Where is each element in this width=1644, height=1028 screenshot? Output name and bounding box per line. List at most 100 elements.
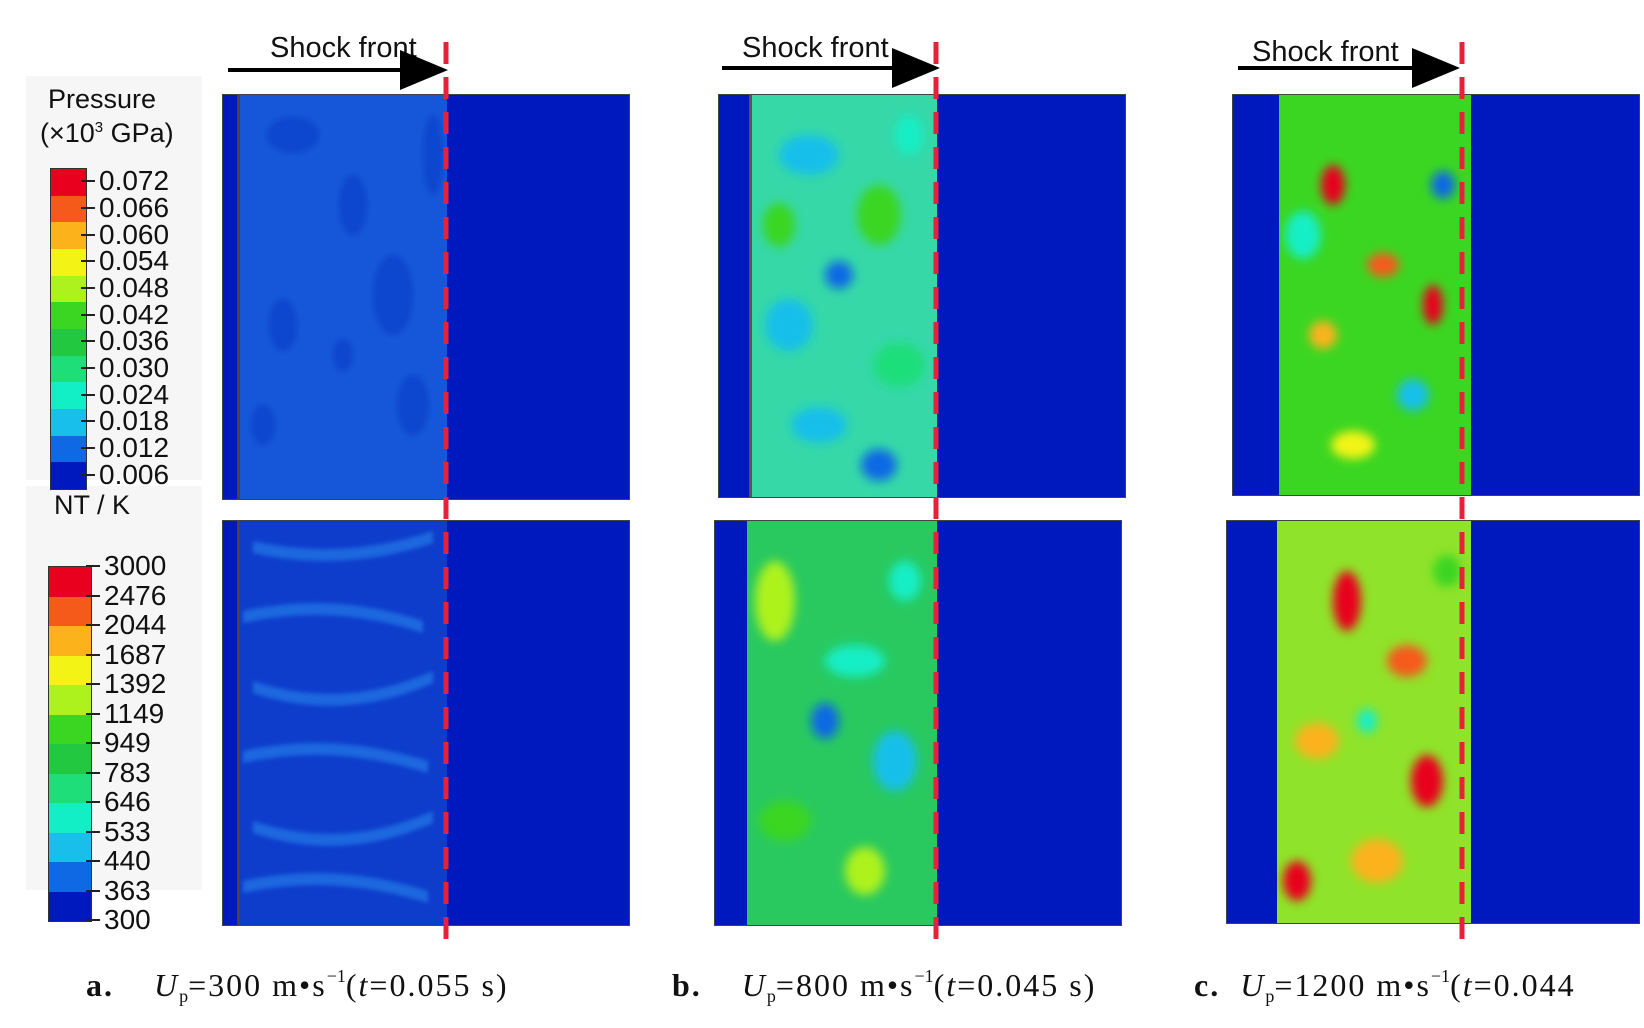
temperature-field-b	[714, 520, 1122, 926]
temperature-tick	[86, 742, 100, 744]
pressure-tick-label: 0.012	[99, 432, 170, 463]
pressure-field-a-graphic	[223, 95, 629, 499]
temperature-legend-title: NT / K	[54, 490, 131, 520]
pressure-tick	[81, 287, 95, 289]
caption-c-up-symbol: U	[1240, 967, 1266, 1003]
caption-a-t-symbol: t	[358, 967, 370, 1003]
pressure-field-b-graphic	[719, 95, 1125, 497]
temperature-tick-label: 783	[104, 756, 151, 788]
temperature-tick-label: 1687	[104, 638, 167, 670]
pressure-tick-label: 0.030	[99, 352, 170, 383]
temperature-field-c	[1226, 520, 1640, 924]
caption-c: c. Up=1200 m•s−1(t=0.044	[1194, 966, 1576, 1007]
temperature-tick	[86, 771, 100, 774]
temperature-tick-label: 1392	[104, 668, 167, 699]
temperature-tick-label: 646	[104, 786, 151, 817]
caption-b-t-symbol: t	[946, 967, 958, 1003]
temperature-swatch	[49, 862, 91, 892]
pressure-tick-label: 0.054	[99, 245, 170, 277]
temperature-tick-label: 2476	[104, 579, 167, 611]
caption-b-up-symbol: U	[741, 967, 767, 1003]
caption-c-up-sub: p	[1265, 986, 1275, 1006]
caption-c-letter: c.	[1194, 967, 1221, 1003]
caption-a-t-value: =0.055 s)	[369, 967, 509, 1003]
pressure-swatch	[51, 355, 86, 383]
temperature-swatch	[49, 596, 91, 626]
temperature-colorbar	[48, 566, 92, 922]
temperature-tick-label: 1149	[104, 697, 165, 729]
pressure-swatch	[51, 329, 86, 356]
temperature-swatch	[49, 685, 91, 715]
caption-c-t-symbol: t	[1462, 967, 1474, 1003]
temperature-tick	[86, 801, 100, 803]
pressure-swatch	[51, 222, 86, 249]
temperature-tick-label: 440	[104, 845, 151, 876]
pressure-tick-label: 0.018	[99, 405, 170, 437]
pressure-field-a	[222, 94, 630, 500]
pressure-swatch	[51, 382, 86, 409]
temperature-swatch	[49, 655, 91, 685]
pressure-tick	[81, 313, 95, 316]
caption-b: b. Up=800 m•s−1(t=0.045 s)	[672, 966, 1096, 1007]
temperature-tick-label: 533	[104, 815, 151, 847]
pressure-tick	[81, 233, 95, 236]
temperature-swatch	[49, 891, 91, 921]
caption-c-t-value: =0.044	[1473, 967, 1576, 1003]
caption-b-up-value: =800 m•s	[775, 967, 915, 1003]
caption-a-up-symbol: U	[154, 967, 180, 1003]
temperature-swatch	[49, 773, 91, 803]
pressure-tick-label: 0.072	[99, 165, 170, 197]
temperature-tick-label: 2044	[104, 609, 167, 640]
pressure-swatch	[51, 169, 86, 196]
pressure-field-c	[1232, 94, 1640, 496]
caption-a: a. Up=300 m•s−1(t=0.055 s)	[86, 966, 509, 1007]
shock-front-label-b: Shock front	[742, 32, 889, 64]
temperature-tick	[86, 653, 100, 656]
temperature-swatch	[49, 803, 91, 833]
temperature-swatch	[49, 832, 91, 862]
pressure-tick	[81, 420, 95, 423]
pressure-tick-label: 0.042	[99, 298, 170, 330]
temperature-tick	[86, 624, 100, 626]
pressure-swatch	[51, 302, 86, 329]
pressure-tick	[81, 393, 95, 396]
caption-b-t-value: =0.045 s)	[957, 967, 1097, 1003]
temperature-tick-label: 300	[104, 904, 151, 935]
caption-a-letter: a.	[86, 967, 114, 1003]
temperature-tick	[86, 919, 100, 921]
temperature-field-c-graphic	[1227, 521, 1639, 923]
temperature-tick	[86, 860, 100, 862]
pressure-field-c-graphic	[1233, 95, 1639, 495]
pressure-tick	[81, 447, 95, 449]
caption-c-paren: (	[1450, 967, 1463, 1003]
temperature-swatch	[49, 567, 91, 597]
pressure-tick-label: 0.048	[99, 272, 170, 303]
pressure-colorbar	[50, 168, 87, 490]
pressure-tick	[81, 180, 95, 183]
pressure-tick-label: 0.036	[99, 325, 170, 357]
pressure-swatch	[51, 249, 86, 276]
temperature-tick	[86, 889, 100, 892]
pressure-tick	[81, 340, 95, 343]
caption-c-exp: −1	[1430, 966, 1451, 986]
caption-b-exp: −1	[914, 966, 934, 986]
pressure-swatch	[51, 462, 86, 489]
caption-b-paren: (	[933, 967, 947, 1003]
temperature-tick	[86, 565, 100, 567]
pressure-unit-exponent: 3	[94, 119, 104, 136]
pressure-legend-title-1: Pressure	[48, 84, 157, 114]
shock-front-label-a: Shock front	[270, 32, 417, 64]
pressure-unit-tail: GPa)	[103, 118, 174, 148]
temperature-field-a	[222, 520, 630, 926]
pressure-swatch	[51, 435, 86, 463]
pressure-legend-title-2: (×103 GPa)	[40, 118, 174, 149]
temperature-swatch	[49, 744, 91, 774]
temperature-tick-label: 363	[104, 874, 151, 906]
pressure-unit-head: (×10	[40, 118, 95, 148]
caption-b-letter: b.	[672, 967, 702, 1003]
temperature-swatch	[49, 714, 91, 744]
pressure-tick-label: 0.066	[99, 192, 170, 223]
pressure-swatch	[51, 195, 86, 223]
temperature-tick-label: 949	[104, 727, 151, 758]
pressure-tick-label: 0.006	[99, 458, 170, 490]
